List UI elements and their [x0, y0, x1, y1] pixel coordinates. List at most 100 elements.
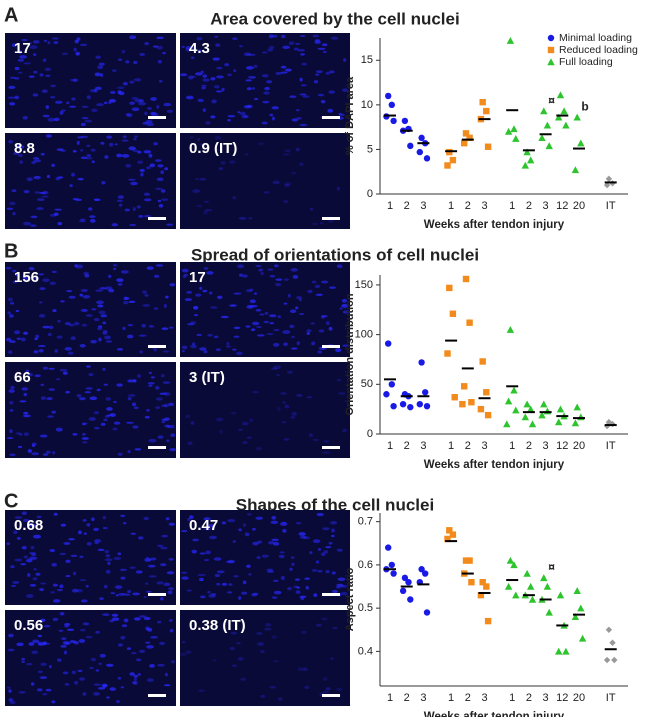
nucleus: [264, 311, 269, 315]
point: [418, 134, 425, 142]
x-tick-label: 1: [509, 440, 515, 452]
image-label: 0.68: [14, 517, 43, 534]
x-tick-label: 20: [573, 440, 585, 452]
y-tick-label: 0.5: [358, 602, 373, 614]
nucleus: [66, 289, 73, 293]
nucleus: [161, 404, 167, 408]
nucleus: [233, 292, 242, 295]
nucleus: [202, 78, 210, 82]
nucleus: [204, 209, 213, 212]
point: [523, 400, 531, 408]
nucleus: [121, 139, 129, 142]
nucleus: [80, 122, 86, 127]
point: [405, 579, 412, 586]
nucleus: [203, 559, 210, 562]
nucleus: [236, 351, 243, 356]
nucleus: [102, 526, 108, 530]
point: [399, 400, 407, 408]
nucleus: [214, 35, 219, 38]
nucleus: [94, 86, 102, 91]
nucleus: [64, 322, 71, 326]
nucleus: [270, 520, 279, 524]
nucleus: [237, 111, 241, 114]
point: [547, 46, 555, 54]
nucleus: [156, 104, 160, 109]
nucleus: [133, 617, 141, 621]
nucleus: [80, 308, 88, 312]
nucleus: [106, 696, 110, 699]
nucleus: [98, 325, 103, 328]
nucleus: [191, 538, 200, 542]
nucleus: [165, 517, 170, 521]
nucleus: [245, 79, 253, 82]
nucleus: [282, 528, 287, 533]
point: [573, 587, 581, 595]
nucleus: [245, 325, 251, 328]
nucleus: [135, 570, 143, 574]
nucleus: [237, 264, 245, 269]
nucleus: [79, 579, 87, 582]
nucleus: [50, 95, 56, 99]
nucleus: [302, 95, 310, 98]
image-label: 156: [14, 269, 39, 286]
nucleus: [71, 172, 76, 177]
nucleus: [126, 647, 131, 651]
x-tick-label: 20: [573, 200, 585, 212]
nucleus: [282, 153, 290, 156]
nucleus: [199, 347, 207, 351]
nucleus: [103, 101, 108, 105]
nucleus: [23, 189, 30, 194]
nucleus: [80, 599, 88, 603]
nucleus: [301, 62, 308, 66]
scale-bar: [322, 345, 340, 348]
nucleus: [108, 101, 112, 104]
nucleus: [315, 293, 323, 297]
nucleus: [142, 121, 149, 125]
nucleus: [98, 662, 102, 665]
nucleus: [332, 589, 338, 594]
x-tick-label: 3: [481, 200, 487, 212]
nucleus: [133, 78, 142, 82]
nucleus: [124, 296, 130, 300]
nucleus: [106, 407, 113, 411]
nucleus: [271, 538, 280, 542]
nucleus: [121, 49, 126, 54]
nucleus: [144, 41, 149, 46]
nucleus: [19, 160, 24, 164]
point: [603, 656, 611, 664]
y-tick-label: 5: [367, 143, 373, 155]
nucleus: [145, 582, 149, 585]
nucleus: [59, 368, 68, 372]
y-tick-label: 0.4: [358, 645, 373, 657]
nucleus: [186, 323, 195, 326]
nucleus: [148, 438, 157, 443]
nucleus: [191, 549, 198, 554]
nucleus: [211, 99, 217, 104]
nucleus: [118, 203, 123, 207]
point: [538, 134, 546, 142]
nucleus: [43, 624, 51, 628]
nucleus: [306, 396, 313, 399]
nucleus: [49, 281, 56, 285]
nucleus: [26, 558, 33, 563]
nucleus: [180, 530, 188, 533]
nucleus: [82, 622, 90, 626]
scale-bar: [148, 116, 166, 119]
panel-title: Spread of orientations of cell nuclei: [191, 245, 479, 264]
nucleus: [104, 550, 110, 554]
nucleus: [129, 80, 135, 84]
nucleus: [98, 687, 106, 690]
nucleus: [256, 325, 262, 329]
nucleus: [282, 330, 291, 335]
nucleus: [298, 297, 302, 302]
nucleus: [282, 401, 286, 404]
nucleus: [289, 309, 297, 314]
point: [416, 148, 423, 156]
nucleus: [11, 43, 17, 48]
nucleus: [239, 44, 243, 48]
point: [479, 98, 486, 106]
nucleus: [60, 523, 67, 527]
nucleus: [197, 137, 201, 142]
nucleus: [311, 569, 318, 572]
point: [528, 595, 537, 603]
